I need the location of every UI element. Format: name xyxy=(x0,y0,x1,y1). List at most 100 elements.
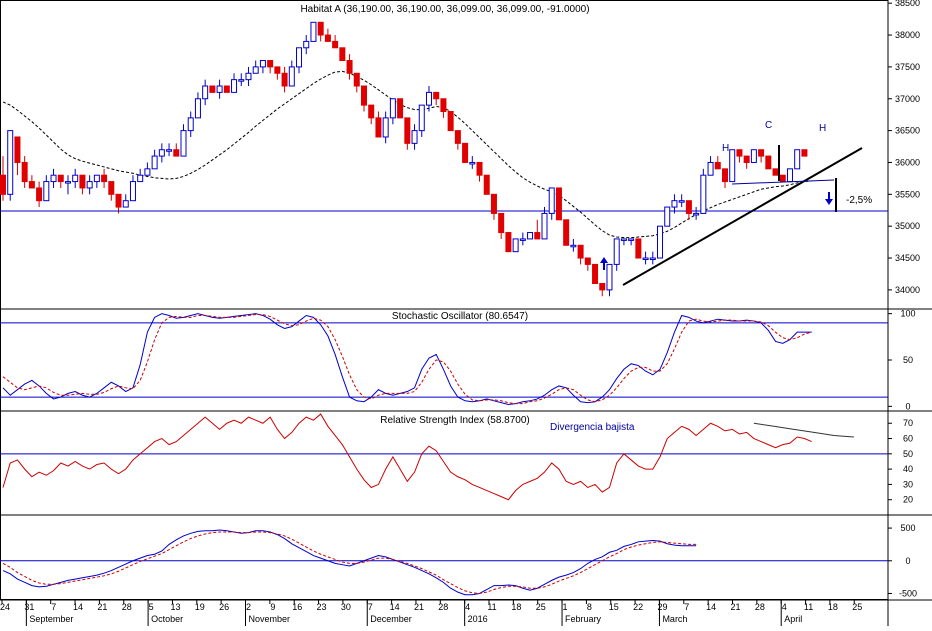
stochastic-panel-title: Stochastic Oscillator (80.6547) xyxy=(392,311,528,322)
candle-down xyxy=(223,85,230,93)
x-tick-label: 14 xyxy=(706,602,716,612)
stochastic-panel xyxy=(2,313,812,406)
price-y-tick-label: 37000 xyxy=(895,94,920,104)
x-tick-label: 4 xyxy=(465,602,470,612)
candle-up xyxy=(231,79,238,93)
x-tick-label: 25 xyxy=(536,602,546,612)
candle-down xyxy=(57,174,64,183)
rsi-panel xyxy=(2,413,854,501)
candle-up xyxy=(144,168,151,176)
candle-up xyxy=(642,257,649,261)
x-tick-label: 30 xyxy=(341,602,351,612)
candle-up xyxy=(512,238,519,253)
candle-down xyxy=(555,187,562,221)
month-label: September xyxy=(29,614,73,624)
candle-down xyxy=(779,174,786,183)
x-tick-label: 7 xyxy=(684,602,689,612)
candle-down xyxy=(339,47,346,62)
x-tick-label: 28 xyxy=(755,602,765,612)
x-tick-label: 21 xyxy=(97,602,107,612)
x-tick-label: 15 xyxy=(609,602,619,612)
x-tick-label: 18 xyxy=(828,602,838,612)
macd-panel xyxy=(2,529,697,596)
candle-down xyxy=(361,85,367,106)
neckline xyxy=(731,179,835,185)
month-label: February xyxy=(565,614,602,624)
candle-down xyxy=(353,72,360,87)
candle-up xyxy=(259,60,266,68)
rsi-y-tick-label: 70 xyxy=(903,418,913,428)
candle-down xyxy=(79,174,86,189)
rsi-y-tick-label: 30 xyxy=(903,479,913,489)
x-tick-label: 24 xyxy=(0,602,10,612)
x-tick-label: 9 xyxy=(270,602,275,612)
candle-down xyxy=(440,98,447,112)
down-arrow-head xyxy=(825,199,833,205)
x-tick-label: 4 xyxy=(782,602,787,612)
candle-up xyxy=(310,21,317,42)
candle-up xyxy=(7,130,14,195)
price-y-tick-label: 35500 xyxy=(895,189,920,199)
x-tick-label: 23 xyxy=(317,602,327,612)
candle-down xyxy=(346,60,353,74)
candle-up xyxy=(202,85,209,100)
candle-up xyxy=(43,181,50,202)
candle-down xyxy=(433,91,440,100)
oscillator-y-tick-label: 0 xyxy=(905,556,910,566)
candle-up xyxy=(750,149,757,163)
stochastic-y-tick-label: 0 xyxy=(905,401,910,411)
uptrend-line xyxy=(622,147,863,286)
candle-up xyxy=(50,174,57,183)
candle-down xyxy=(209,85,216,93)
month-label: October xyxy=(151,614,183,624)
rsi-line xyxy=(2,413,812,501)
candle-down xyxy=(324,34,331,42)
candle-down xyxy=(505,232,512,253)
candle-up xyxy=(649,257,656,261)
candle-down xyxy=(14,136,21,163)
month-label: November xyxy=(249,614,291,624)
candle-down xyxy=(21,161,28,183)
candle-down xyxy=(404,117,411,144)
candle-up xyxy=(187,117,194,132)
x-tick-label: 2 xyxy=(246,602,251,612)
stochastic-d-line xyxy=(2,314,812,405)
x-tick-label: 1 xyxy=(563,602,568,612)
candle-down xyxy=(599,283,606,291)
x-tick-label: 7 xyxy=(368,602,373,612)
x-tick-label: 14 xyxy=(73,602,83,612)
candle-up xyxy=(678,200,685,203)
candle-down xyxy=(375,117,382,138)
candle-down xyxy=(462,142,469,163)
divergence-annotation: Divergencia bajista xyxy=(550,422,635,433)
candle-up xyxy=(137,174,144,183)
price-y-tick-label: 34500 xyxy=(895,253,920,263)
candle-up xyxy=(519,238,526,241)
candle-up xyxy=(129,181,136,202)
price-y-tick-label: 38500 xyxy=(895,0,920,8)
candle-up xyxy=(303,40,310,49)
rsi-y-tick-label: 60 xyxy=(903,434,913,444)
x-tick-label: 5 xyxy=(149,602,154,612)
candle-up xyxy=(657,225,664,259)
pattern-label-h2: H xyxy=(819,123,826,134)
x-tick-label: 22 xyxy=(633,602,643,612)
candle-up xyxy=(786,168,793,183)
x-tick-label: 11 xyxy=(487,602,496,612)
candle-up xyxy=(693,212,700,216)
y-axis-labels: 34000 34500 35000 35500 36000 36500 37000 37500… xyxy=(888,0,920,598)
x-tick-label: 13 xyxy=(170,602,180,612)
x-tick-label: 28 xyxy=(438,602,448,612)
candle-down xyxy=(317,21,324,36)
rsi-divergence-line xyxy=(753,422,854,438)
x-tick-label: 18 xyxy=(511,602,521,612)
candle-up xyxy=(418,104,425,132)
x-tick-label: 21 xyxy=(730,602,740,612)
candle-down xyxy=(483,174,490,195)
price-y-tick-label: 35000 xyxy=(895,221,920,231)
candle-down xyxy=(714,161,721,170)
oscillator-signal-line xyxy=(2,531,697,594)
x-tick-label: 25 xyxy=(852,602,862,612)
price-panel-title: Habitat A (36,190.00, 36,190.00, 36,099.… xyxy=(300,4,589,15)
